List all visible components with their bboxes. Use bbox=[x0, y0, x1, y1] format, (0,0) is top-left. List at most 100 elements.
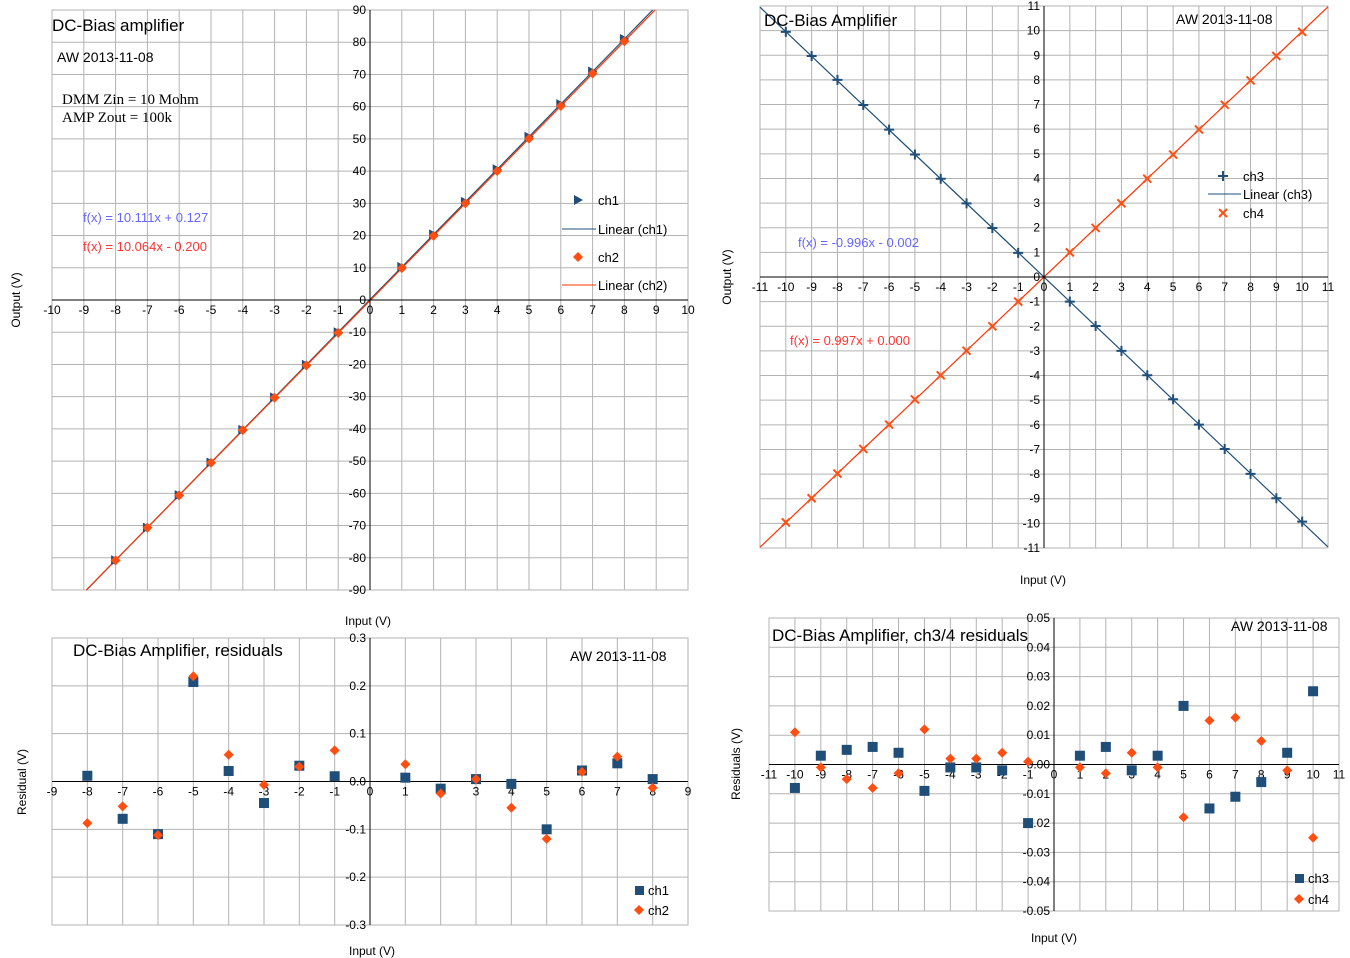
point-ch3 bbox=[1023, 818, 1034, 829]
point-ch2 bbox=[619, 36, 630, 47]
legend-label-ch1: ch1 bbox=[598, 193, 619, 208]
y-tick-label: 0.02 bbox=[1027, 699, 1051, 713]
x-tick-label: -2 bbox=[987, 280, 998, 294]
point-ch4 bbox=[841, 774, 852, 785]
y-tick-label: 3 bbox=[1033, 196, 1040, 210]
y-tick-label: -20 bbox=[349, 357, 367, 371]
x-tick-label: 7 bbox=[1232, 768, 1239, 782]
x-tick-label: 1 bbox=[402, 785, 409, 799]
x-axis-label: Input (V) bbox=[345, 614, 391, 628]
legend-marker-ch2 bbox=[634, 905, 644, 915]
point-ch2 bbox=[647, 782, 658, 793]
x-tick-label: 10 bbox=[1296, 280, 1310, 294]
point-ch1 bbox=[259, 798, 269, 809]
point-ch2 bbox=[82, 818, 93, 829]
legend: ch1 ch2 bbox=[634, 883, 669, 918]
y-tick-label: 90 bbox=[353, 3, 367, 17]
y-tick-label: 8 bbox=[1033, 73, 1040, 87]
legend-label-ch4: ch4 bbox=[1308, 892, 1329, 907]
x-tick-label: 9 bbox=[1273, 280, 1280, 294]
axes: -11-10-9-8-7-6-5-4-3-2-101234567891011-0… bbox=[761, 611, 1346, 918]
point-ch3 bbox=[1142, 370, 1153, 381]
y-tick-label: -40 bbox=[349, 422, 367, 436]
x-tick-label: -7 bbox=[867, 768, 878, 782]
y-tick-label: -10 bbox=[1023, 516, 1041, 530]
x-tick-label: -3 bbox=[259, 785, 270, 799]
point-ch4 bbox=[910, 394, 920, 405]
x-tick-label: 4 bbox=[1154, 768, 1161, 782]
axes: -11-10-9-8-7-6-5-4-3-2-101234567891011-1… bbox=[752, 0, 1335, 555]
legend-marker-ch4 bbox=[1294, 894, 1304, 904]
point-ch4 bbox=[971, 753, 982, 764]
point-ch2 bbox=[506, 802, 517, 813]
point-ch3 bbox=[815, 750, 826, 761]
point-ch4 bbox=[1152, 762, 1163, 773]
point-ch3 bbox=[893, 747, 904, 758]
point-ch4 bbox=[806, 493, 817, 503]
y-tick-label: -0.3 bbox=[345, 918, 366, 932]
point-ch3 bbox=[867, 741, 878, 752]
x-axis-label: Input (V) bbox=[349, 944, 395, 958]
point-ch3 bbox=[806, 51, 817, 62]
y-tick-label: 50 bbox=[353, 132, 367, 146]
point-ch4 bbox=[1282, 765, 1293, 776]
x-tick-label: -10 bbox=[777, 280, 795, 294]
x-tick-label: 9 bbox=[653, 303, 660, 317]
data-marks bbox=[789, 686, 1319, 843]
y-tick-label: -0.01 bbox=[1023, 787, 1051, 801]
y-tick-label: -1 bbox=[1029, 295, 1040, 309]
y-axis-label: Output (V) bbox=[720, 249, 734, 304]
point-ch2 bbox=[492, 165, 503, 176]
y-tick-label: 2 bbox=[1033, 221, 1040, 235]
point-ch2 bbox=[142, 522, 153, 533]
x-tick-label: 5 bbox=[526, 303, 533, 317]
y-tick-label: -2 bbox=[1029, 319, 1040, 333]
point-ch3 bbox=[971, 762, 982, 773]
point-ch2 bbox=[223, 749, 234, 760]
x-tick-label: -6 bbox=[153, 785, 164, 799]
point-ch3 bbox=[858, 100, 869, 111]
equation-ch4: f(x) = 0.997x + 0.000 bbox=[790, 333, 910, 348]
y-tick-label: 1 bbox=[1033, 245, 1040, 259]
x-tick-label: 3 bbox=[1118, 280, 1125, 294]
point-ch2 bbox=[294, 761, 305, 772]
y-tick-label: 10 bbox=[353, 261, 367, 275]
x-tick-label: -4 bbox=[223, 785, 234, 799]
x-tick-label: 6 bbox=[557, 303, 564, 317]
chart-subtitle: AW 2013-11-08 bbox=[570, 648, 667, 664]
y-tick-label: -0.04 bbox=[1023, 875, 1051, 889]
equation-ch2: f(x) = 10.064x - 0.200 bbox=[83, 239, 207, 254]
legend-label-ch3: ch3 bbox=[1308, 871, 1329, 886]
y-tick-label: 6 bbox=[1033, 122, 1040, 136]
point-ch1 bbox=[506, 778, 517, 789]
x-tick-label: -6 bbox=[884, 280, 895, 294]
legend-label-ch2: ch2 bbox=[648, 903, 669, 918]
point-ch2 bbox=[153, 830, 163, 841]
point-ch3 bbox=[909, 149, 920, 160]
y-tick-label: -60 bbox=[349, 486, 367, 500]
y-tick-label: 70 bbox=[353, 67, 367, 81]
point-ch4 bbox=[961, 345, 972, 356]
chart-ch3-ch4-residuals: -11-10-9-8-7-6-5-4-3-2-101234567891011-0… bbox=[729, 611, 1346, 945]
point-ch3 bbox=[1168, 394, 1179, 405]
x-tick-label: 4 bbox=[1144, 280, 1151, 294]
y-tick-label: -0.2 bbox=[345, 870, 366, 884]
y-tick-label: 4 bbox=[1033, 171, 1040, 185]
x-tick-label: -8 bbox=[82, 785, 93, 799]
x-tick-label: 9 bbox=[685, 785, 692, 799]
x-tick-label: 1 bbox=[1077, 768, 1084, 782]
legend-label-ch3: ch3 bbox=[1243, 169, 1264, 184]
x-tick-label: -1 bbox=[329, 785, 340, 799]
point-ch3 bbox=[884, 124, 895, 135]
point-ch3 bbox=[1282, 747, 1293, 758]
point-ch2 bbox=[460, 198, 471, 209]
point-ch3 bbox=[997, 765, 1008, 776]
chart-ch1-ch2-residuals: -9-8-7-6-5-4-3-2-10123456789-0.3-0.2-0.1… bbox=[15, 631, 692, 958]
point-ch3 bbox=[1308, 686, 1319, 697]
point-ch4 bbox=[1074, 762, 1085, 773]
point-ch4 bbox=[936, 370, 946, 381]
point-ch3 bbox=[780, 26, 791, 37]
x-tick-label: -5 bbox=[188, 785, 199, 799]
y-tick-label: 7 bbox=[1033, 98, 1040, 112]
y-tick-label: 40 bbox=[353, 164, 367, 178]
